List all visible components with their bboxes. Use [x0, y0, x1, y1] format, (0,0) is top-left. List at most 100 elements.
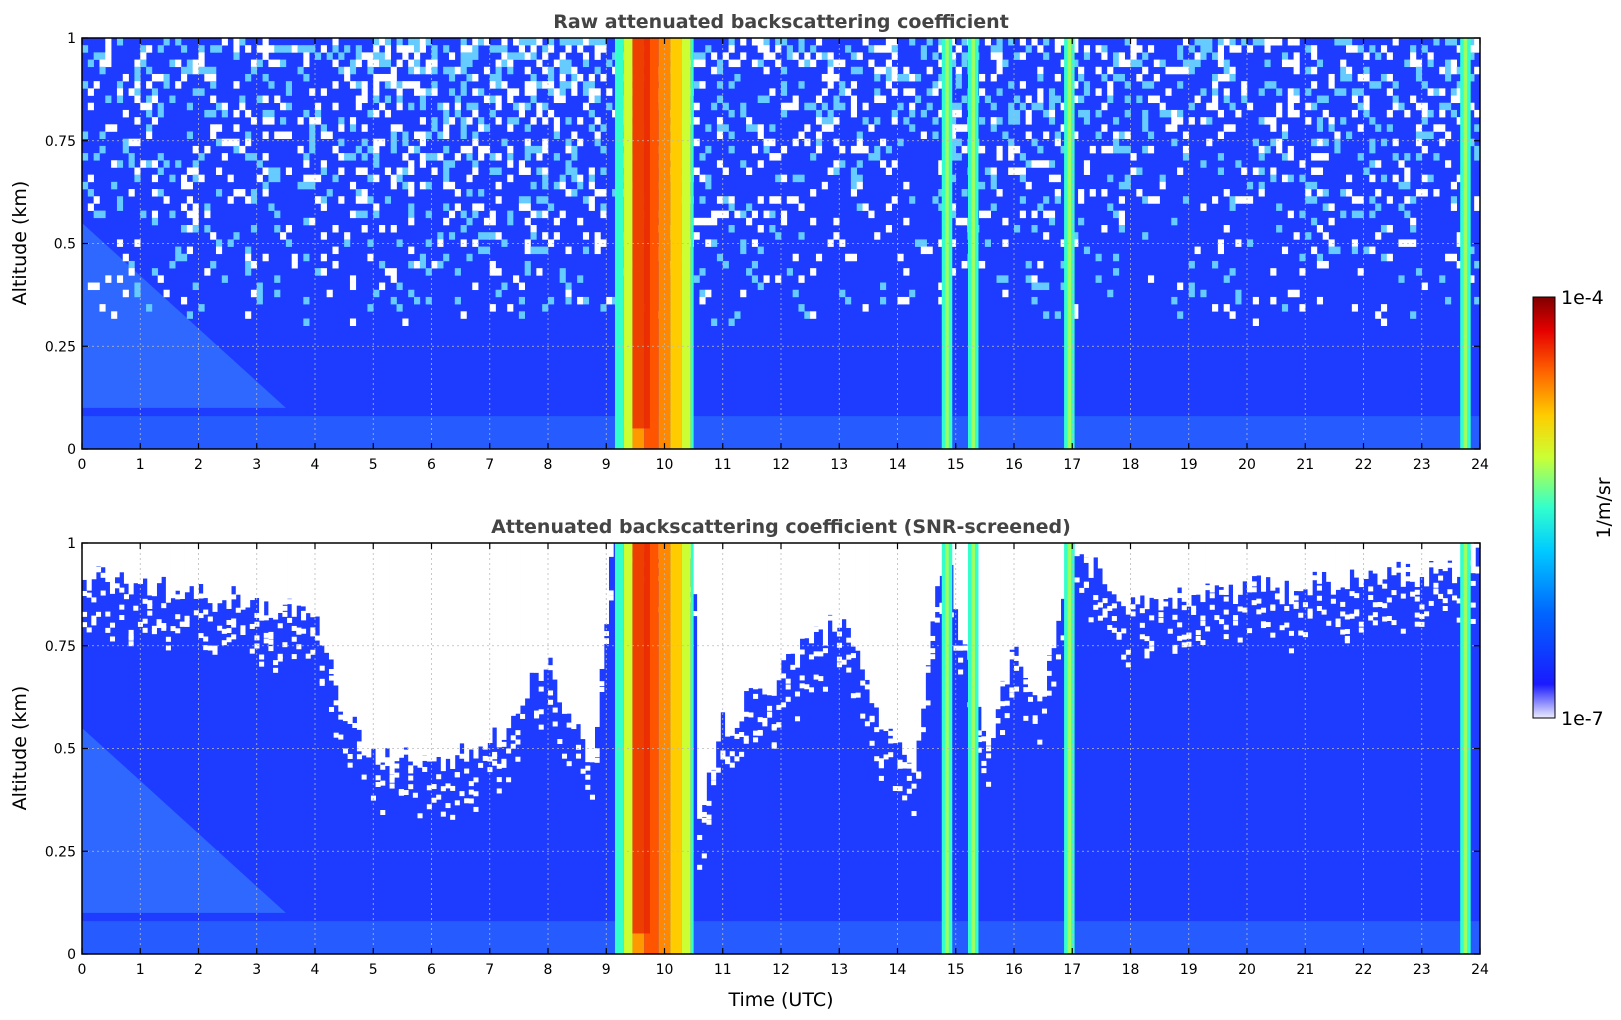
noise-cell — [1054, 138, 1061, 147]
screened-cell — [1135, 543, 1141, 605]
noise-cell — [548, 81, 555, 89]
noise-cell — [245, 153, 252, 161]
noise-cell — [850, 253, 858, 262]
noise-cell — [740, 102, 747, 111]
screened-speckle — [95, 566, 102, 572]
noise-cell — [874, 153, 881, 161]
screened-speckle — [1083, 557, 1089, 563]
noise-cell — [1322, 203, 1329, 211]
noise-cell — [1456, 88, 1463, 96]
noise-cell — [839, 59, 846, 68]
noise-cell — [746, 203, 753, 211]
noise-cell — [1334, 88, 1341, 96]
noise-cell — [291, 45, 298, 53]
screened-cell — [701, 543, 707, 806]
noise-cell — [1450, 203, 1457, 211]
noise-cell — [1014, 145, 1021, 154]
noise-cell — [210, 95, 217, 104]
screened-cell — [156, 543, 162, 584]
screened-cell — [235, 543, 241, 595]
screened-speckle — [282, 605, 288, 611]
noise-cell — [1182, 66, 1190, 75]
noise-cell — [245, 196, 252, 204]
screened-cell — [757, 543, 763, 689]
noise-cell — [1118, 225, 1125, 233]
noise-cell — [1113, 138, 1120, 147]
screened-speckle — [175, 594, 181, 600]
noise-cell — [146, 45, 153, 53]
screened-cell — [529, 543, 535, 673]
noise-cell — [1276, 203, 1283, 211]
noise-cell — [582, 81, 590, 89]
noise-cell — [833, 117, 840, 125]
noise-cell — [1229, 268, 1236, 276]
screened-cell — [179, 543, 185, 600]
noise-cell — [151, 88, 159, 96]
noise-cell — [1019, 81, 1026, 89]
noise-cell — [105, 38, 112, 46]
screened-speckle — [1130, 611, 1136, 617]
noise-cell — [1468, 275, 1475, 283]
noise-cell — [716, 210, 724, 219]
noise-cell — [1241, 95, 1248, 104]
noise-cell — [979, 88, 986, 96]
y-tick-label: 1 — [67, 536, 76, 552]
screened-speckle — [301, 615, 307, 621]
noise-cell — [996, 153, 1003, 161]
noise-cell — [483, 145, 491, 154]
noise-cell — [1072, 59, 1079, 68]
screened-speckle — [426, 785, 432, 791]
noise-cell — [151, 217, 159, 226]
noise-cell — [1404, 174, 1411, 183]
noise-cell — [1468, 102, 1475, 111]
noise-cell — [821, 88, 828, 96]
noise-cell — [460, 88, 467, 96]
noise-cell — [699, 59, 706, 68]
noise-cell — [472, 210, 479, 219]
noise-cell — [425, 59, 432, 68]
noise-cell — [757, 124, 764, 132]
noise-cell — [990, 181, 997, 190]
noise-cell — [786, 268, 793, 276]
screened-speckle — [566, 722, 572, 728]
screened-speckle — [1372, 620, 1378, 626]
noise-cell — [250, 196, 258, 204]
noise-cell — [478, 124, 485, 132]
noise-cell — [210, 124, 217, 132]
y-tick-label: 0.75 — [45, 639, 76, 655]
screened-speckle — [445, 803, 451, 809]
noise-cell — [1031, 225, 1038, 233]
noise-cell — [1316, 189, 1324, 197]
noise-cell — [582, 52, 590, 60]
noise-cell — [1037, 282, 1044, 291]
noise-cell — [1048, 210, 1056, 219]
noise-cell — [466, 189, 473, 197]
noise-cell — [146, 102, 153, 111]
noise-cell — [1281, 304, 1289, 312]
noise-cell — [565, 38, 572, 46]
noise-cell — [577, 275, 584, 283]
noise-cell — [553, 59, 560, 68]
noise-cell — [414, 66, 421, 75]
screened-cell — [1041, 543, 1048, 697]
noise-cell — [1474, 124, 1480, 132]
screened-speckle — [273, 667, 279, 673]
noise-cell — [192, 210, 199, 219]
screened-speckle — [1372, 602, 1378, 608]
noise-cell — [588, 174, 595, 183]
noise-cell — [192, 59, 199, 68]
noise-cell — [419, 138, 426, 147]
noise-cell — [338, 117, 345, 125]
noise-cell — [542, 66, 549, 75]
screened-speckle — [263, 638, 269, 644]
noise-cell — [367, 304, 374, 312]
noise-cell — [571, 145, 578, 154]
screened-cell — [119, 543, 125, 573]
screened-speckle — [1097, 602, 1103, 608]
noise-cell — [1241, 81, 1248, 89]
noise-cell — [262, 253, 269, 262]
screened-cell — [1121, 543, 1127, 607]
noise-cell — [699, 289, 706, 298]
screened-cell — [352, 543, 358, 717]
noise-cell — [1177, 109, 1184, 118]
